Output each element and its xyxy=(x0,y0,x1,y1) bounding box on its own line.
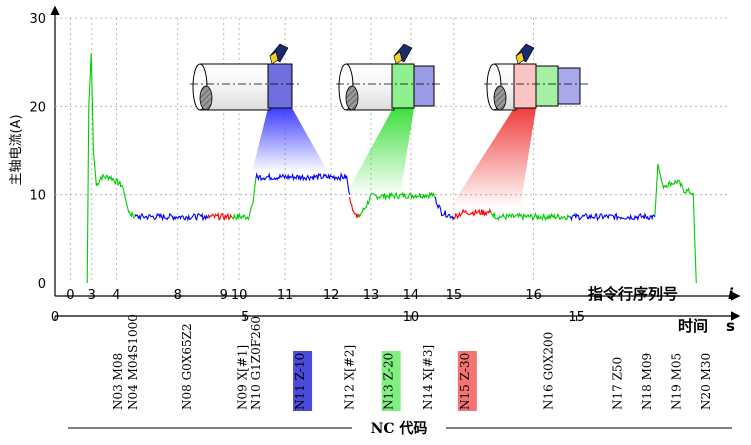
y-tick-label: 0 xyxy=(38,277,46,292)
nc-code-label: N18 M09 xyxy=(640,353,654,410)
time-tick-labels: 0 5 10 15 xyxy=(51,310,585,325)
series-line-segment xyxy=(86,53,136,284)
cutting-tool-icon xyxy=(393,43,413,65)
series-line-segment xyxy=(134,212,209,222)
nc-code-label: N19 M05 xyxy=(669,353,683,410)
nc-code-label: N20 M30 xyxy=(699,353,713,410)
nc-code-label: N17 Z50 xyxy=(610,357,624,410)
beam-red xyxy=(450,108,536,208)
y-tick-label: 10 xyxy=(29,189,46,204)
y-tick-label: 20 xyxy=(29,100,46,115)
series-line-segment xyxy=(490,211,571,222)
beam-green xyxy=(345,108,414,196)
x-axis-label-instruction: 指令行序列号 xyxy=(588,285,678,303)
nc-code-label: N08 G0X65Z2 xyxy=(180,323,194,410)
series-line-segment xyxy=(434,196,455,221)
nc-code-label: N16 G0X200 xyxy=(541,332,555,410)
y-tick-label: 30 xyxy=(29,12,46,27)
time-tick-label: 0 xyxy=(51,310,59,325)
workpiece-illustration-1 xyxy=(190,43,300,111)
x-axis-label-instruction-var: i xyxy=(728,285,734,303)
instruction-tick-label: 12 xyxy=(323,288,340,303)
nc-code-highlight xyxy=(293,351,313,411)
series-line-segment xyxy=(569,212,656,222)
y-tick-labels: 0 10 20 30 xyxy=(29,12,46,292)
instruction-tick-label: 4 xyxy=(112,288,120,303)
nc-code-label: N12 X[#2] xyxy=(342,345,356,410)
series-line-segment xyxy=(654,163,697,284)
nc-code-label: N03 M08 xyxy=(111,353,125,410)
y-axis-label: 主轴电流(A) xyxy=(9,114,24,185)
nc-code-label: N13 Z-20 xyxy=(382,353,396,410)
nc-code-label: N09 X[#1] xyxy=(235,345,249,410)
nc-code-label: N14 X[#3] xyxy=(421,345,435,410)
nc-code-label: N15 Z-30 xyxy=(458,353,472,410)
instruction-tick-label: 11 xyxy=(277,288,294,303)
series-line-segment xyxy=(255,171,351,195)
nc-code-label: N04 M04S1000 xyxy=(126,314,140,410)
nc-code-list: N03 M08 N04 M04S1000 N08 G0X65Z2 N09 X[#1] N… xyxy=(111,314,713,411)
instruction-tick-label: 15 xyxy=(446,288,463,303)
workpiece-illustration-2 xyxy=(336,43,442,111)
x-axis-label-time: 时间 xyxy=(678,317,708,335)
grid xyxy=(55,17,730,283)
x-axis-label-time-unit: s xyxy=(726,317,735,335)
time-tick-label: 5 xyxy=(241,310,249,325)
cutting-tool-icon xyxy=(515,43,535,65)
series-line-segment xyxy=(358,191,437,219)
nc-code-highlight xyxy=(381,351,401,411)
series-line-segment xyxy=(348,196,360,219)
nc-code-label: N10 G1Z0F260 xyxy=(249,316,263,410)
series-line-segment xyxy=(230,176,257,222)
instruction-tick-labels: 0 3 4 8 9 10 11 12 13 14 15 16 xyxy=(66,288,542,303)
workpiece-illustration-3 xyxy=(484,43,590,111)
nc-code-title: NC 代码 xyxy=(371,420,428,437)
instruction-tick-label: 13 xyxy=(363,288,380,303)
instruction-tick-label: 16 xyxy=(525,288,542,303)
instruction-tick-label: 0 xyxy=(66,288,74,303)
instruction-tick-label: 3 xyxy=(88,288,96,303)
instruction-tick-label: 9 xyxy=(220,288,228,303)
nc-code-label: N11 Z-10 xyxy=(293,353,307,410)
time-tick-label: 15 xyxy=(568,310,585,325)
plot-area xyxy=(50,5,741,301)
instruction-tick-label: 8 xyxy=(174,288,182,303)
instruction-tick-label: 10 xyxy=(231,288,248,303)
cutting-tool-icon xyxy=(269,43,289,65)
beam-blue xyxy=(252,108,328,172)
current-series xyxy=(86,53,697,284)
series-line-segment xyxy=(453,207,492,220)
nc-code-highlight xyxy=(457,351,477,411)
instruction-tick-label: 14 xyxy=(403,288,420,303)
series-line-segment xyxy=(207,211,232,221)
time-tick-label: 10 xyxy=(403,310,420,325)
